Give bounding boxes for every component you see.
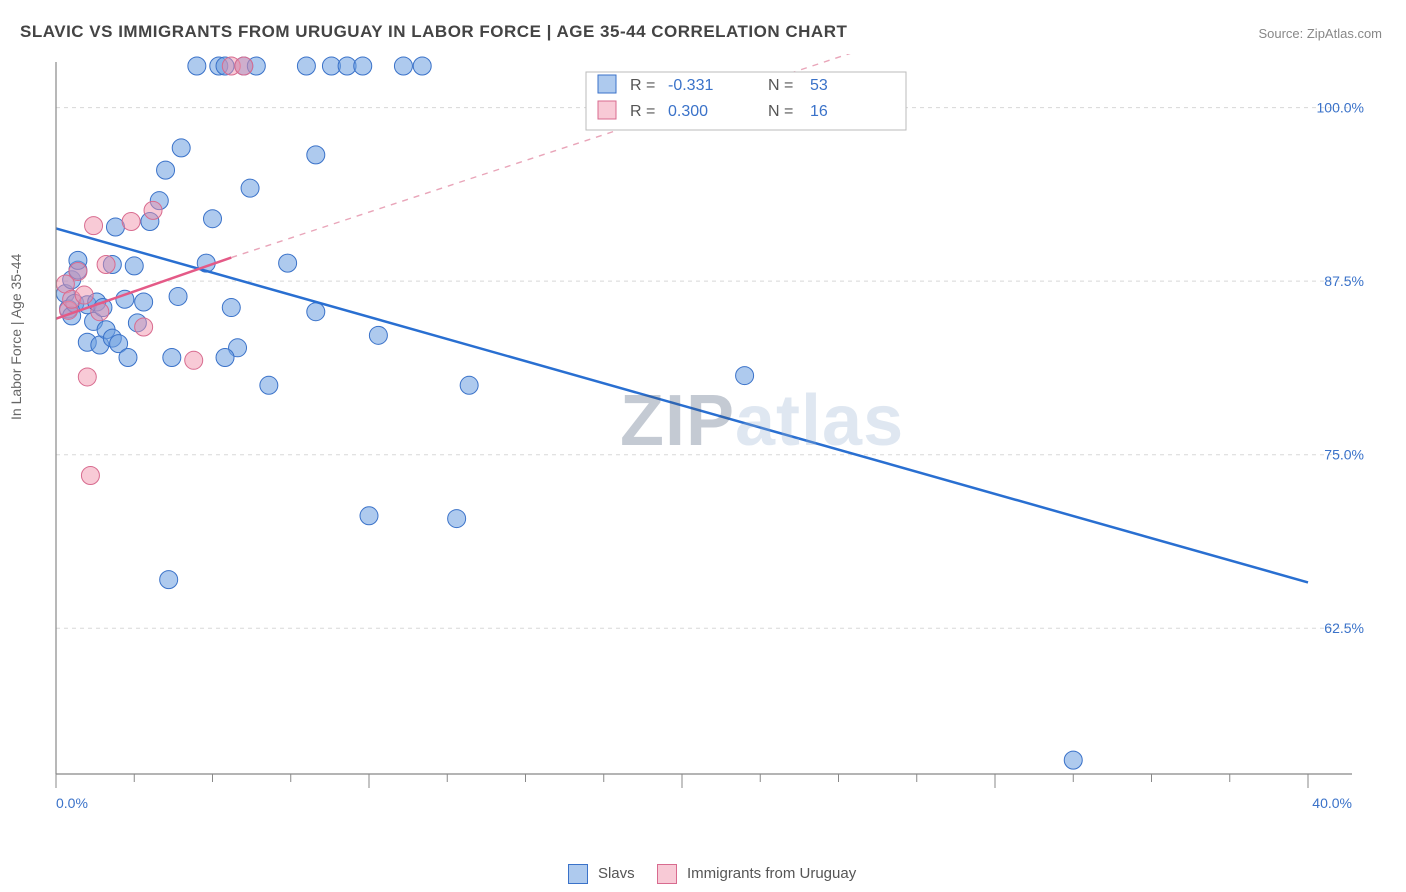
legend-label-slavs: Slavs bbox=[598, 865, 635, 882]
data-point bbox=[260, 376, 278, 394]
data-point bbox=[75, 286, 93, 304]
y-tick-label: 75.0% bbox=[1324, 447, 1364, 463]
data-point bbox=[1064, 751, 1082, 769]
legend-R-label: R = bbox=[630, 77, 655, 94]
data-point bbox=[69, 262, 87, 280]
legend-N-value: 53 bbox=[810, 77, 828, 94]
data-point bbox=[188, 57, 206, 75]
data-point bbox=[97, 256, 115, 274]
data-point bbox=[169, 287, 187, 305]
plot-area: 62.5% 75.0% 87.5% 100.0% 0.0% 40.0% R = -0.331 N… bbox=[46, 54, 1366, 834]
legend-swatch bbox=[598, 75, 616, 93]
data-point bbox=[222, 299, 240, 317]
legend-swatch-blue bbox=[568, 864, 588, 884]
data-point bbox=[185, 351, 203, 369]
chart-title: SLAVIC VS IMMIGRANTS FROM URUGUAY IN LAB… bbox=[20, 22, 847, 42]
data-point bbox=[369, 326, 387, 344]
y-axis-label: In Labor Force | Age 35-44 bbox=[8, 254, 24, 420]
legend-R-value: -0.331 bbox=[668, 77, 713, 94]
data-point bbox=[122, 212, 140, 230]
scatter-plot-svg: 62.5% 75.0% 87.5% 100.0% 0.0% 40.0% R = -0.331 N… bbox=[46, 54, 1366, 834]
data-point bbox=[448, 510, 466, 528]
legend-R-label: R = bbox=[630, 103, 655, 120]
source-label: Source: ZipAtlas.com bbox=[1258, 26, 1382, 41]
data-point bbox=[307, 146, 325, 164]
data-point bbox=[413, 57, 431, 75]
x-tick-label-right: 40.0% bbox=[1312, 795, 1352, 811]
data-point bbox=[279, 254, 297, 272]
data-point bbox=[297, 57, 315, 75]
legend-N-value: 16 bbox=[810, 103, 828, 120]
legend-swatch-pink bbox=[657, 864, 677, 884]
data-point bbox=[81, 467, 99, 485]
data-point bbox=[119, 349, 137, 367]
data-point bbox=[85, 217, 103, 235]
legend-bottom: Slavs Immigrants from Uruguay bbox=[0, 864, 1406, 884]
data-point bbox=[360, 507, 378, 525]
y-tick-label: 62.5% bbox=[1324, 620, 1364, 636]
data-point bbox=[736, 367, 754, 385]
x-tick-label-left: 0.0% bbox=[56, 795, 88, 811]
y-tick-label: 100.0% bbox=[1317, 100, 1364, 116]
y-tick-label: 87.5% bbox=[1324, 273, 1364, 289]
data-point bbox=[157, 161, 175, 179]
data-point bbox=[125, 257, 143, 275]
legend-swatch bbox=[598, 101, 616, 119]
data-point bbox=[78, 368, 96, 386]
data-point bbox=[163, 349, 181, 367]
data-point bbox=[160, 571, 178, 589]
data-point bbox=[172, 139, 190, 157]
legend-R-value: 0.300 bbox=[668, 103, 708, 120]
data-point bbox=[204, 210, 222, 228]
legend-label-uruguay: Immigrants from Uruguay bbox=[687, 865, 856, 882]
data-point bbox=[307, 303, 325, 321]
data-point bbox=[241, 179, 259, 197]
data-point bbox=[144, 201, 162, 219]
legend-N-label: N = bbox=[768, 77, 793, 94]
data-point bbox=[135, 318, 153, 336]
data-point bbox=[135, 293, 153, 311]
legend-N-label: N = bbox=[768, 103, 793, 120]
data-point bbox=[460, 376, 478, 394]
data-point bbox=[394, 57, 412, 75]
data-point bbox=[216, 349, 234, 367]
data-point bbox=[235, 57, 253, 75]
data-point bbox=[354, 57, 372, 75]
